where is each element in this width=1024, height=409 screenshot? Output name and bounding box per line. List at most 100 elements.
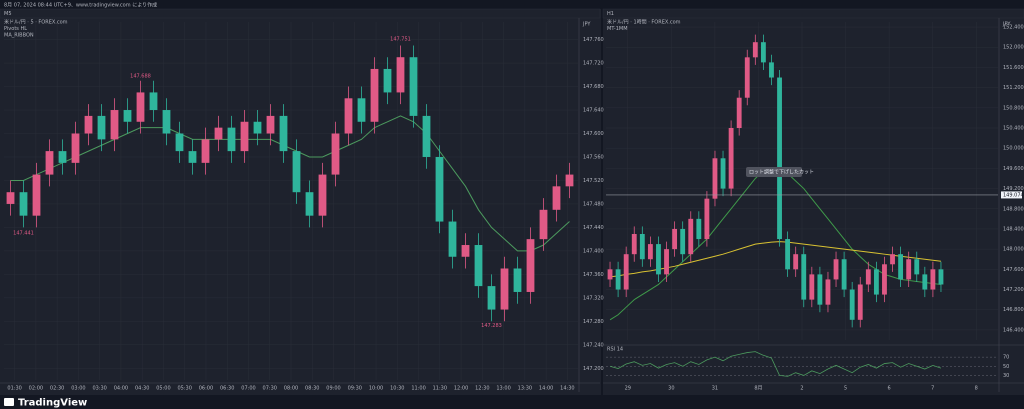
price-label: 148.000 [1003,247,1024,253]
candle-body [672,228,678,250]
candle-body [357,98,366,122]
candle-body [435,156,444,222]
time-label: 01:30 [7,386,21,392]
time-label: 02:30 [50,386,64,392]
price-label: 147.600 [583,131,604,137]
candle-body [938,269,944,285]
candle-body [409,57,418,116]
price-label: 151.200 [1003,85,1024,91]
rsi-line [609,351,942,377]
candle-body [607,269,613,280]
price-label: 147.480 [583,201,604,207]
price-label: 148.400 [1003,226,1024,232]
rsi-tick-label: 50 [1003,364,1009,370]
time-label: 05:30 [177,386,191,392]
price-label: 147.400 [583,248,604,254]
footer-bar [0,395,1024,409]
candle-body [809,274,815,300]
rsi-tick-label: 70 [1003,355,1009,361]
time-label: 31 [712,386,718,392]
candle-body [720,158,726,189]
price-label: 147.760 [583,37,604,43]
legend-text: Pivots HL [4,26,27,32]
price-label: 152.000 [1003,45,1024,51]
candle-body [6,192,15,204]
price-label: 150.800 [1003,105,1024,111]
time-label: 6 [888,386,891,392]
candle-body [240,121,249,152]
candle-body [865,269,871,285]
candle-body [664,249,669,275]
price-tag-label: 149.074 [1003,192,1024,198]
candle-body [728,128,734,189]
price-label: 149.600 [1003,166,1024,172]
candle-body [777,77,782,240]
candle-body [631,234,637,255]
time-label: 14:00 [539,386,553,392]
time-label: 03:30 [92,386,106,392]
candle-body [461,245,470,257]
candle-body [58,151,67,163]
candle-body [344,98,353,134]
legend-text: MA_RIBBON [4,33,34,39]
candle-body [149,92,158,111]
candle-body [712,158,718,199]
time-label: 11:00 [411,386,425,392]
candle-body [882,264,887,295]
candle-body [615,269,621,290]
price-label: 150.000 [1003,146,1024,152]
candle-body [930,269,936,290]
candle-body [736,97,742,128]
candle-body [696,218,702,240]
time-label: 5 [844,386,847,392]
price-label: 148.800 [1003,206,1024,212]
time-label: 7 [931,386,934,392]
candle-body [422,115,431,157]
candle-body [19,192,28,216]
candle-body [914,259,920,275]
candle-body [539,209,548,240]
time-label: 06:00 [199,386,213,392]
price-label: 147.680 [583,84,604,90]
price-label: 147.320 [583,295,604,301]
time-label: 08:00 [284,386,298,392]
header-bar [0,0,1024,9]
pivot-label: 147.441 [13,230,34,236]
time-label: 13:30 [518,386,532,392]
pane-divider [601,9,603,395]
candle-body [292,151,301,193]
time-label: 10:30 [390,386,404,392]
time-label: 06:30 [220,386,234,392]
price-label: 147.240 [583,342,604,348]
time-label: 29 [625,386,631,392]
time-label: 11:30 [433,386,447,392]
time-label: 14:30 [560,386,574,392]
time-label: 09:00 [326,386,340,392]
candle-body [769,62,774,78]
pivot-label: 147.688 [130,73,151,79]
currency: JPY [1002,22,1011,28]
candle-body [383,68,392,93]
candle-body [227,127,236,152]
time-label: 04:30 [135,386,149,392]
candle-body [833,259,839,280]
price-label: 146.800 [1003,307,1024,313]
price-label: 147.640 [583,108,604,114]
time-label: 8 [975,386,978,392]
candle-body [857,284,863,320]
price-label: 146.400 [1003,327,1024,333]
candle-body [136,92,145,122]
candle-body [71,133,80,163]
candle-body [565,174,574,187]
candle-body [825,279,831,305]
time-label: 30 [668,386,674,392]
time-label: 07:00 [241,386,255,392]
price-label: 147.600 [1003,267,1024,273]
candle-body [474,245,483,287]
price-label: 149.200 [1003,186,1024,192]
time-label: 05:00 [156,386,170,392]
candle-body [188,151,197,163]
candle-body [279,115,288,152]
price-label: 147.720 [583,61,604,67]
